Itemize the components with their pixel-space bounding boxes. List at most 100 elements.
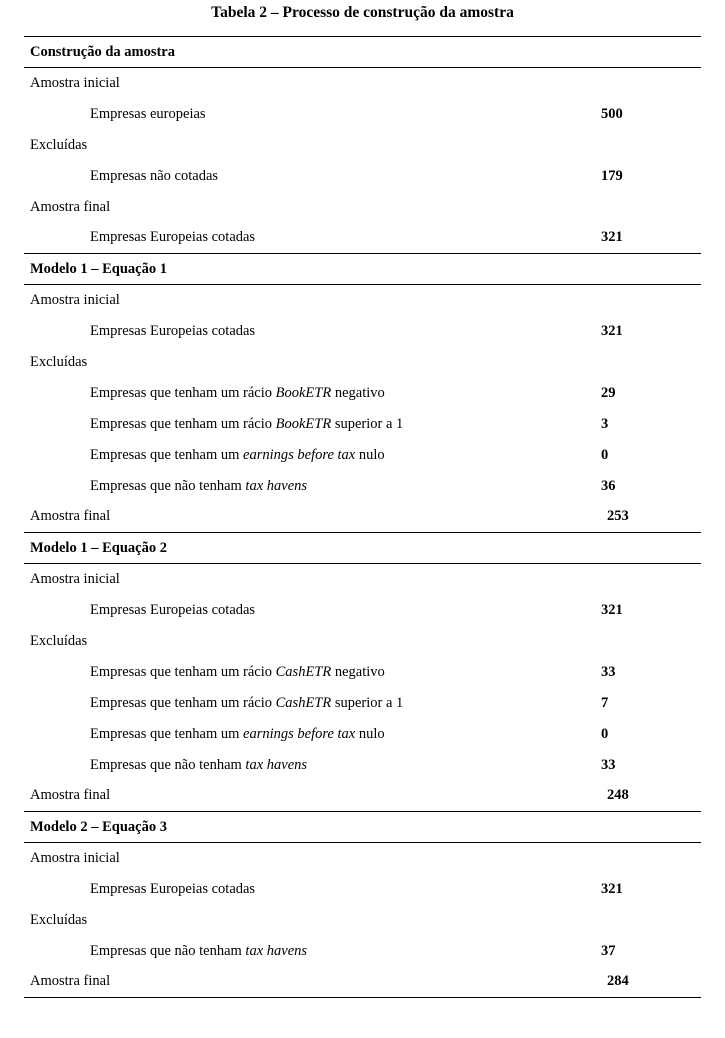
item-value: 3	[601, 409, 701, 440]
group-label-row: Excluídas	[24, 130, 701, 161]
item-value: 33	[601, 750, 701, 781]
item-label: Empresas que tenham um earnings before t…	[24, 440, 601, 471]
section-header-label: Construção da amostra	[24, 37, 701, 68]
item-label-pre: Empresas não cotadas	[90, 168, 218, 184]
item-label-ital: CashETR	[276, 695, 332, 711]
item-row: Empresas que tenham um rácio CashETR sup…	[24, 688, 701, 719]
item-value: 29	[601, 378, 701, 409]
group-label: Excluídas	[24, 905, 601, 936]
group-value: 248	[601, 781, 701, 812]
group-value	[601, 626, 701, 657]
item-value: 33	[601, 657, 701, 688]
group-label-row: Excluídas	[24, 347, 701, 378]
group-value	[601, 130, 701, 161]
item-label-post: superior a 1	[331, 695, 403, 711]
group-label: Amostra final	[24, 781, 601, 812]
item-label: Empresas que tenham um rácio CashETR sup…	[24, 688, 601, 719]
item-value: 36	[601, 471, 701, 502]
group-value	[601, 564, 701, 595]
item-value: 179	[601, 161, 701, 192]
item-label-pre: Empresas que tenham um	[90, 447, 243, 463]
group-value	[601, 347, 701, 378]
item-row: Empresas Europeias cotadas321	[24, 874, 701, 905]
group-label: Amostra final	[24, 967, 601, 998]
group-label: Amostra inicial	[24, 285, 601, 316]
item-label-post: superior a 1	[331, 416, 403, 432]
item-row: Empresas que tenham um rácio CashETR neg…	[24, 657, 701, 688]
item-label: Empresas que não tenham tax havens	[24, 471, 601, 502]
item-label-pre: Empresas Europeias cotadas	[90, 323, 255, 339]
group-label: Amostra final	[24, 502, 601, 533]
item-label-pre: Empresas que tenham um	[90, 726, 243, 742]
group-label-row: Amostra final	[24, 192, 701, 223]
table-title: Tabela 2 – Processo de construção da amo…	[24, 0, 701, 36]
group-label: Amostra inicial	[24, 843, 601, 874]
section-header-label: Modelo 1 – Equação 1	[24, 254, 701, 285]
group-label-row: Amostra inicial	[24, 564, 701, 595]
group-label-row: Amostra final284	[24, 967, 701, 998]
group-label-row: Excluídas	[24, 905, 701, 936]
item-label-ital: earnings before tax	[243, 447, 355, 463]
item-row: Empresas europeias 500	[24, 99, 701, 130]
group-label-row: Amostra inicial	[24, 68, 701, 99]
item-label-pre: Empresas europeias	[90, 106, 206, 122]
item-row: Empresas que tenham um earnings before t…	[24, 440, 701, 471]
section-header: Modelo 1 – Equação 2	[24, 533, 701, 564]
item-value: 321	[601, 595, 701, 626]
item-label-ital: tax havens	[245, 478, 307, 494]
item-label: Empresas que tenham um rácio BookETR neg…	[24, 378, 601, 409]
group-label: Amostra inicial	[24, 564, 601, 595]
item-row: Empresas Europeias cotadas321	[24, 223, 701, 254]
group-value	[601, 192, 701, 223]
group-label-row: Amostra final248	[24, 781, 701, 812]
page-container: Tabela 2 – Processo de construção da amo…	[0, 0, 725, 1038]
group-label-row: Amostra final253	[24, 502, 701, 533]
item-label-ital: earnings before tax	[243, 726, 355, 742]
item-label-ital: tax havens	[245, 757, 307, 773]
item-row: Empresas que tenham um rácio BookETR neg…	[24, 378, 701, 409]
item-label: Empresas que tenham um rácio CashETR neg…	[24, 657, 601, 688]
item-value: 37	[601, 936, 701, 967]
group-value	[601, 843, 701, 874]
item-row: Empresas Europeias cotadas 321	[24, 595, 701, 626]
item-row: Empresas que não tenham tax havens36	[24, 471, 701, 502]
item-label-pre: Empresas que tenham um rácio	[90, 695, 276, 711]
item-label-pre: Empresas que tenham um rácio	[90, 416, 276, 432]
item-value: 321	[601, 316, 701, 347]
item-label-pre: Empresas Europeias cotadas	[90, 602, 255, 618]
item-label-ital: BookETR	[276, 385, 332, 401]
group-value	[601, 68, 701, 99]
group-value: 253	[601, 502, 701, 533]
item-label: Empresas Europeias cotadas	[24, 316, 601, 347]
item-row: Empresas que tenham um rácio BookETR sup…	[24, 409, 701, 440]
item-value: 0	[601, 719, 701, 750]
section-header-label: Modelo 1 – Equação 2	[24, 533, 701, 564]
item-label: Empresas não cotadas	[24, 161, 601, 192]
group-label: Excluídas	[24, 130, 601, 161]
item-label: Empresas europeias	[24, 99, 601, 130]
item-row: Empresas que não tenham tax havens33	[24, 750, 701, 781]
item-label-ital: tax havens	[245, 943, 307, 959]
construction-table: Construção da amostraAmostra inicialEmpr…	[24, 36, 701, 998]
item-row: Empresas Europeias cotadas 321	[24, 316, 701, 347]
section-header: Construção da amostra	[24, 37, 701, 68]
item-label-pre: Empresas que não tenham	[90, 757, 245, 773]
group-label: Amostra final	[24, 192, 601, 223]
item-label: Empresas que não tenham tax havens	[24, 750, 601, 781]
item-label: Empresas Europeias cotadas	[24, 874, 601, 905]
item-label-ital: CashETR	[276, 664, 332, 680]
group-value	[601, 285, 701, 316]
group-value	[601, 905, 701, 936]
item-value: 500	[601, 99, 701, 130]
group-label-row: Amostra inicial	[24, 843, 701, 874]
item-label: Empresas Europeias cotadas	[24, 595, 601, 626]
item-label: Empresas que não tenham tax havens	[24, 936, 601, 967]
group-value: 284	[601, 967, 701, 998]
item-label-pre: Empresas Europeias cotadas	[90, 229, 255, 245]
item-label-pre: Empresas que não tenham	[90, 478, 245, 494]
item-value: 7	[601, 688, 701, 719]
item-label-pre: Empresas que tenham um rácio	[90, 385, 276, 401]
item-label: Empresas que tenham um rácio BookETR sup…	[24, 409, 601, 440]
section-header-label: Modelo 2 – Equação 3	[24, 812, 701, 843]
section-header: Modelo 2 – Equação 3	[24, 812, 701, 843]
